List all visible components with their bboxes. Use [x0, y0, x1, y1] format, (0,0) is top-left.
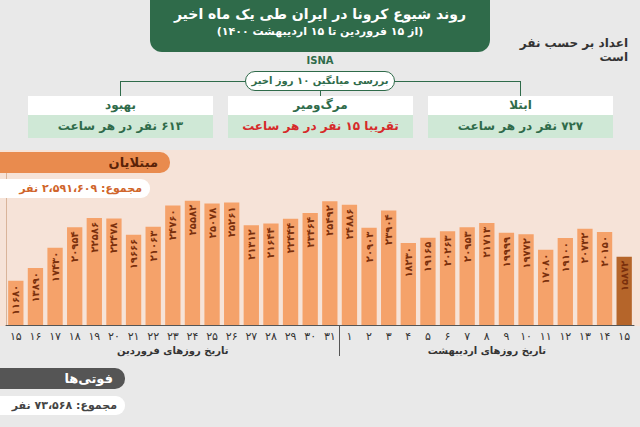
svg-text:۱: ۱	[346, 330, 352, 343]
svg-text:۲۱۷۱۳: ۲۱۷۱۳	[481, 227, 492, 258]
svg-text:۲۱: ۲۱	[128, 330, 140, 343]
html-text:بررسی میانگین ۱۰ روز اخیر: بررسی میانگین ۱۰ روز اخیر	[251, 75, 389, 86]
svg-text:۳۰: ۳۰	[304, 330, 316, 343]
svg-text:۱۷۴۳۰: ۱۷۴۳۰	[50, 252, 61, 283]
html-text:تاریخ روزهای فروردین: تاریخ روزهای فروردین	[117, 345, 229, 356]
svg-text:۱۹: ۱۹	[88, 330, 100, 343]
html-text:تقریبا ۱۵ نفر در هر ساعت: تقریبا ۱۵ نفر در هر ساعت	[242, 119, 399, 133]
svg-text:۲۴۸۸۶: ۲۴۸۸۶	[344, 209, 355, 240]
svg-text:۲۱۳۱۲: ۲۱۳۱۲	[246, 229, 257, 260]
svg-text:۱۹۶۶۶: ۱۹۶۶۶	[128, 239, 139, 270]
svg-text:۱۷: ۱۷	[49, 330, 61, 343]
svg-text:۲۰۹۵۴: ۲۰۹۵۴	[69, 231, 80, 262]
html-text:ISNA: ISNA	[306, 55, 334, 66]
svg-text:۲۷: ۲۷	[245, 330, 257, 343]
html-text:۶۱۳ نفر در هر ساعت: ۶۱۳ نفر در هر ساعت	[57, 119, 184, 133]
svg-text:۲۳: ۲۳	[167, 330, 179, 343]
svg-text:۲۱۰۶۳: ۲۱۰۶۳	[148, 231, 159, 262]
svg-text:۱۵: ۱۵	[10, 330, 22, 343]
svg-text:۲۸: ۲۸	[265, 330, 277, 343]
html-text:اعداد بر حسب نفر است: اعداد بر حسب نفر است	[519, 36, 628, 64]
html-text:(از ۱۵ فروردین تا ۱۵ اردیبهشت: (از ۱۵ فروردین تا ۱۵ اردیبهشت ۱۴۰۰)	[216, 25, 424, 38]
svg-text:۲۰: ۲۰	[108, 330, 120, 343]
svg-text:۲۵: ۲۵	[206, 330, 218, 343]
svg-text:۸: ۸	[484, 330, 490, 343]
svg-text:۹: ۹	[503, 330, 509, 343]
svg-text:۲۹: ۲۹	[285, 330, 297, 343]
svg-text:۱۳۸۹۰: ۱۳۸۹۰	[30, 272, 41, 303]
svg-text:۲۳۹۰۴: ۲۳۹۰۴	[383, 214, 394, 245]
html-text:۷۲۷ نفر در هر ساعت: ۷۲۷ نفر در هر ساعت	[457, 119, 584, 133]
svg-text:۱۹۷۷۲: ۱۹۷۷۲	[521, 238, 532, 269]
svg-text:۲۲۴۴۴: ۲۲۴۴۴	[285, 223, 296, 254]
svg-text:۱۰: ۱۰	[520, 330, 532, 343]
svg-text:۱۴: ۱۴	[599, 330, 611, 343]
html-text:روند شیوع کرونا در ایران طی یک: روند شیوع کرونا در ایران طی یک ماه اخیر	[173, 6, 467, 22]
svg-text:۳۱: ۳۱	[324, 330, 336, 343]
svg-text:۲۲۵۸۶: ۲۲۵۸۶	[89, 222, 100, 253]
svg-text:۲۱۶۴۴: ۲۱۶۴۴	[265, 227, 276, 258]
svg-text:۲۰۹۰۳: ۲۰۹۰۳	[364, 232, 375, 263]
svg-text:۲۰۷۳۲: ۲۰۷۳۲	[579, 233, 590, 264]
html-text:تاریخ روزهای اردیبهشت: تاریخ روزهای اردیبهشت	[427, 345, 546, 356]
svg-text:۲۵۴۹۲: ۲۵۴۹۲	[324, 205, 335, 236]
svg-text:۲۶: ۲۶	[226, 330, 238, 343]
html-text:مبتلایان: مبتلایان	[108, 155, 158, 170]
svg-text:۲۰۱۵۰: ۲۰۱۵۰	[599, 236, 610, 267]
svg-text:۱۸۲۳۰: ۱۸۲۳۰	[403, 247, 414, 278]
svg-text:۴: ۴	[405, 330, 411, 343]
svg-text:۲۵۲۶۱: ۲۵۲۶۱	[226, 207, 237, 238]
svg-text:۲۴: ۲۴	[187, 330, 199, 343]
svg-text:۱۳: ۱۳	[579, 330, 591, 343]
svg-text:۱۹۹۹۹: ۱۹۹۹۹	[501, 237, 512, 268]
svg-text:۲۳۴۶۴: ۲۳۴۶۴	[305, 217, 316, 248]
svg-text:۵: ۵	[425, 330, 431, 343]
svg-text:۲۲۴۷۸: ۲۲۴۷۸	[108, 223, 119, 254]
svg-text:۲۲: ۲۲	[147, 330, 159, 343]
svg-text:۱۶: ۱۶	[30, 330, 42, 343]
svg-text:۱۹۱۶۵: ۱۹۱۶۵	[422, 242, 433, 273]
html-text:مجموع: ۷۳،۵۶۸ نفر: مجموع: ۷۳،۵۶۸ نفر	[11, 399, 117, 412]
html-text:مرگ‌ومیر: مرگ‌ومیر	[293, 98, 348, 112]
svg-text:۳: ۳	[386, 330, 392, 343]
svg-text:۶: ۶	[445, 330, 451, 343]
svg-text:۲۵۵۸۲: ۲۵۵۸۲	[187, 205, 198, 236]
svg-text:۱۹۱۰۰: ۱۹۱۰۰	[560, 242, 571, 273]
html-text:مجموع: ۲،۵۹۱،۶۰۹ نفر: مجموع: ۲،۵۹۱،۶۰۹ نفر	[19, 182, 142, 195]
svg-text:۱۸: ۱۸	[69, 330, 81, 343]
html-text:فوتی‌ها: فوتی‌ها	[64, 371, 113, 386]
svg-text:۱۱۶۸۰: ۱۱۶۸۰	[10, 285, 21, 316]
svg-text:۱۵: ۱۵	[618, 330, 630, 343]
svg-text:۷: ۷	[464, 330, 470, 343]
svg-text:۲: ۲	[366, 330, 372, 343]
svg-text:۲۰۲۶۳: ۲۰۲۶۳	[442, 235, 453, 266]
svg-text:۱۲: ۱۲	[559, 330, 571, 343]
svg-text:۱۷۰۸۰: ۱۷۰۸۰	[540, 254, 551, 285]
html-text:ابتلا: ابتلا	[509, 98, 532, 112]
html-text:بهبود: بهبود	[105, 98, 136, 112]
svg-text:۲۰۹۵۳: ۲۰۹۵۳	[462, 231, 473, 262]
svg-text:۱۵۸۷۲: ۱۵۸۷۲	[619, 261, 630, 292]
svg-text:۲۴۷۶۰: ۲۴۷۶۰	[167, 209, 178, 240]
svg-text:۲۵۰۷۸: ۲۵۰۷۸	[207, 208, 218, 239]
svg-text:۱۱: ۱۱	[540, 330, 552, 343]
